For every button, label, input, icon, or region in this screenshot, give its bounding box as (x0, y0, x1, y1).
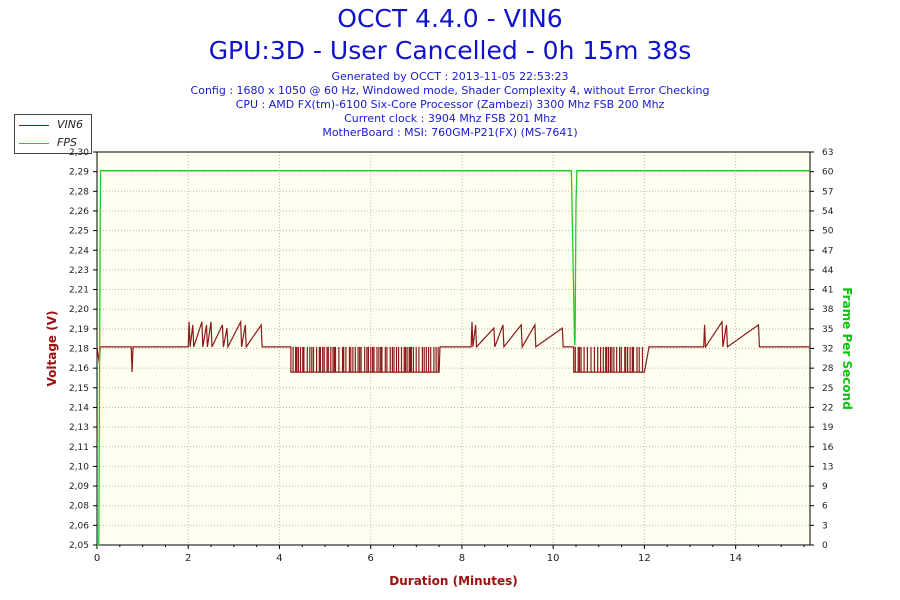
legend-swatch-vin6 (19, 125, 49, 126)
y2-tick-label: 25 (822, 384, 833, 394)
y-tick-label: 2,21 (69, 286, 89, 296)
y-tick-label: 2,16 (69, 364, 89, 374)
y-tick-label: 2,06 (69, 521, 89, 531)
y2-tick-label: 54 (822, 207, 834, 217)
y2-tick-label: 3 (822, 521, 828, 531)
x-tick-label: 8 (459, 553, 465, 564)
y2-tick-label: 13 (822, 462, 833, 472)
y-tick-label: 2,26 (69, 207, 89, 217)
y2-tick-label: 0 (822, 541, 828, 551)
y-tick-label: 2,28 (69, 187, 89, 197)
y-tick-label: 2,11 (69, 443, 89, 453)
y-tick-label: 2,30 (69, 148, 89, 158)
legend-swatch-fps (19, 143, 49, 144)
y2-tick-label: 47 (822, 246, 833, 256)
clock-info: Current clock : 3904 Mhz FSB 201 Mhz (344, 112, 556, 125)
y2-tick-label: 32 (822, 345, 833, 355)
y2-tick-label: 63 (822, 148, 833, 158)
y2-tick-label: 28 (822, 364, 834, 374)
y2-tick-label: 50 (822, 227, 834, 237)
y-tick-label: 2,13 (69, 423, 89, 433)
y-tick-label: 2,08 (69, 502, 89, 512)
x-tick-label: 6 (368, 553, 374, 564)
y-tick-label: 2,18 (69, 345, 89, 355)
y2-tick-label: 38 (822, 305, 834, 315)
y-tick-label: 2,29 (69, 168, 89, 178)
legend-label-vin6: VIN6 (57, 118, 83, 131)
y2-tick-label: 16 (822, 443, 834, 453)
y-tick-label: 2,05 (69, 541, 89, 551)
legend-label-fps: FPS (57, 136, 77, 149)
legend-item-vin6: VIN6 (19, 118, 89, 132)
y-tick-label: 2,20 (69, 305, 89, 315)
y-tick-label: 2,25 (69, 227, 89, 237)
chart-legend: VIN6 FPS (14, 114, 92, 154)
y2-tick-label: 44 (822, 266, 834, 276)
y-tick-label: 2,24 (69, 246, 89, 256)
motherboard-info: MotherBoard : MSI: 760GM-P21(FX) (MS-764… (322, 126, 578, 139)
y2-tick-label: 6 (822, 502, 828, 512)
cpu-info: CPU : AMD FX(tm)-6100 Six-Core Processor… (235, 98, 665, 111)
series-line-vin6 (96, 319, 810, 373)
generated-info: Generated by OCCT : 2013-11-05 22:53:23 (331, 70, 569, 83)
y2-axis-title: Frame Per Second (840, 287, 854, 410)
y2-tick-label: 41 (822, 286, 833, 296)
y-tick-label: 2,19 (69, 325, 89, 335)
legend-item-fps: FPS (19, 136, 89, 150)
config-info: Config : 1680 x 1050 @ 60 Hz, Windowed m… (190, 84, 710, 97)
x-tick-label: 4 (276, 553, 282, 564)
y2-tick-label: 9 (822, 482, 828, 492)
x-axis-title: Duration (Minutes) (389, 574, 517, 588)
series-line-fps (97, 170, 810, 546)
y2-tick-label: 19 (822, 423, 834, 433)
y-tick-label: 2,15 (69, 384, 89, 394)
x-tick-label: 12 (638, 553, 651, 564)
x-tick-label: 14 (729, 553, 742, 564)
y2-tick-label: 22 (822, 403, 833, 413)
y-tick-label: 2,10 (69, 462, 89, 472)
chart-subtitle: GPU:3D - User Cancelled - 0h 15m 38s (208, 36, 692, 65)
x-tick-label: 10 (547, 553, 560, 564)
x-tick-label: 2 (185, 553, 191, 564)
y2-tick-label: 57 (822, 187, 833, 197)
y-tick-label: 2,23 (69, 266, 89, 276)
y2-tick-label: 60 (822, 168, 834, 178)
y-tick-label: 2,09 (69, 482, 89, 492)
y2-tick-label: 35 (822, 325, 833, 335)
y-tick-label: 2,14 (69, 403, 89, 413)
chart-title: OCCT 4.4.0 - VIN6 (337, 4, 563, 33)
x-tick-label: 0 (94, 553, 100, 564)
y-axis-title: Voltage (V) (45, 311, 59, 387)
